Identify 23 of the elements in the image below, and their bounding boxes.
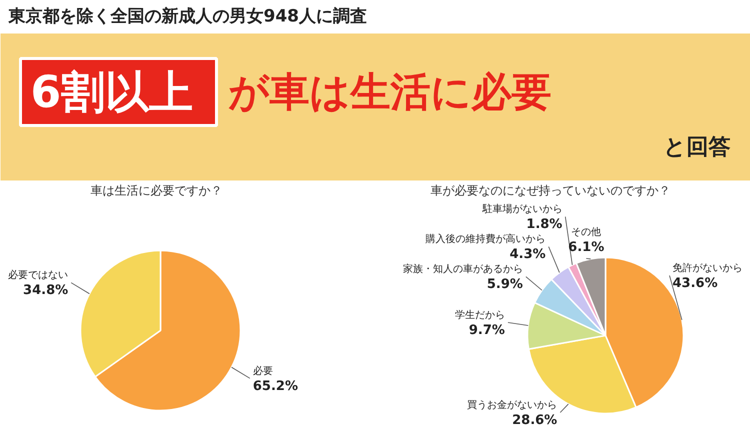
slice-label: 必要	[252, 364, 273, 377]
data-label: 43.6%	[672, 276, 718, 292]
text: が車は生活に必要	[228, 70, 552, 116]
data-label: 4.3%	[510, 247, 546, 262]
chart-title: 車が必要なのになぜ持っていないのですか？	[430, 184, 670, 198]
data-label: 34.8%	[23, 283, 68, 298]
slice-label: 家族・知人の車があるから	[402, 263, 523, 276]
data-label: 9.7%	[468, 322, 505, 338]
data-label: 5.9%	[486, 277, 523, 292]
data-label: 28.6%	[512, 413, 558, 428]
slice-label: 学生だから	[454, 308, 505, 321]
slice-label: 駐車場がないから	[481, 203, 562, 216]
text: と回答	[664, 135, 730, 160]
data-label: 1.8%	[526, 217, 562, 232]
text: 6割以上	[30, 67, 194, 118]
slice-label: 免許がないから	[672, 262, 742, 274]
slice-label: 購入後の維持費が高いから	[426, 233, 546, 246]
text: 東京都を除く全国の新成人の男女948人に調査	[8, 6, 367, 26]
slice-label: 買うお金がないから	[467, 399, 558, 411]
slice-label: その他	[571, 226, 602, 238]
slice-label: 必要ではない	[8, 269, 68, 282]
chart-title: 車は生活に必要ですか？	[90, 184, 222, 198]
data-label: 65.2%	[252, 378, 298, 394]
